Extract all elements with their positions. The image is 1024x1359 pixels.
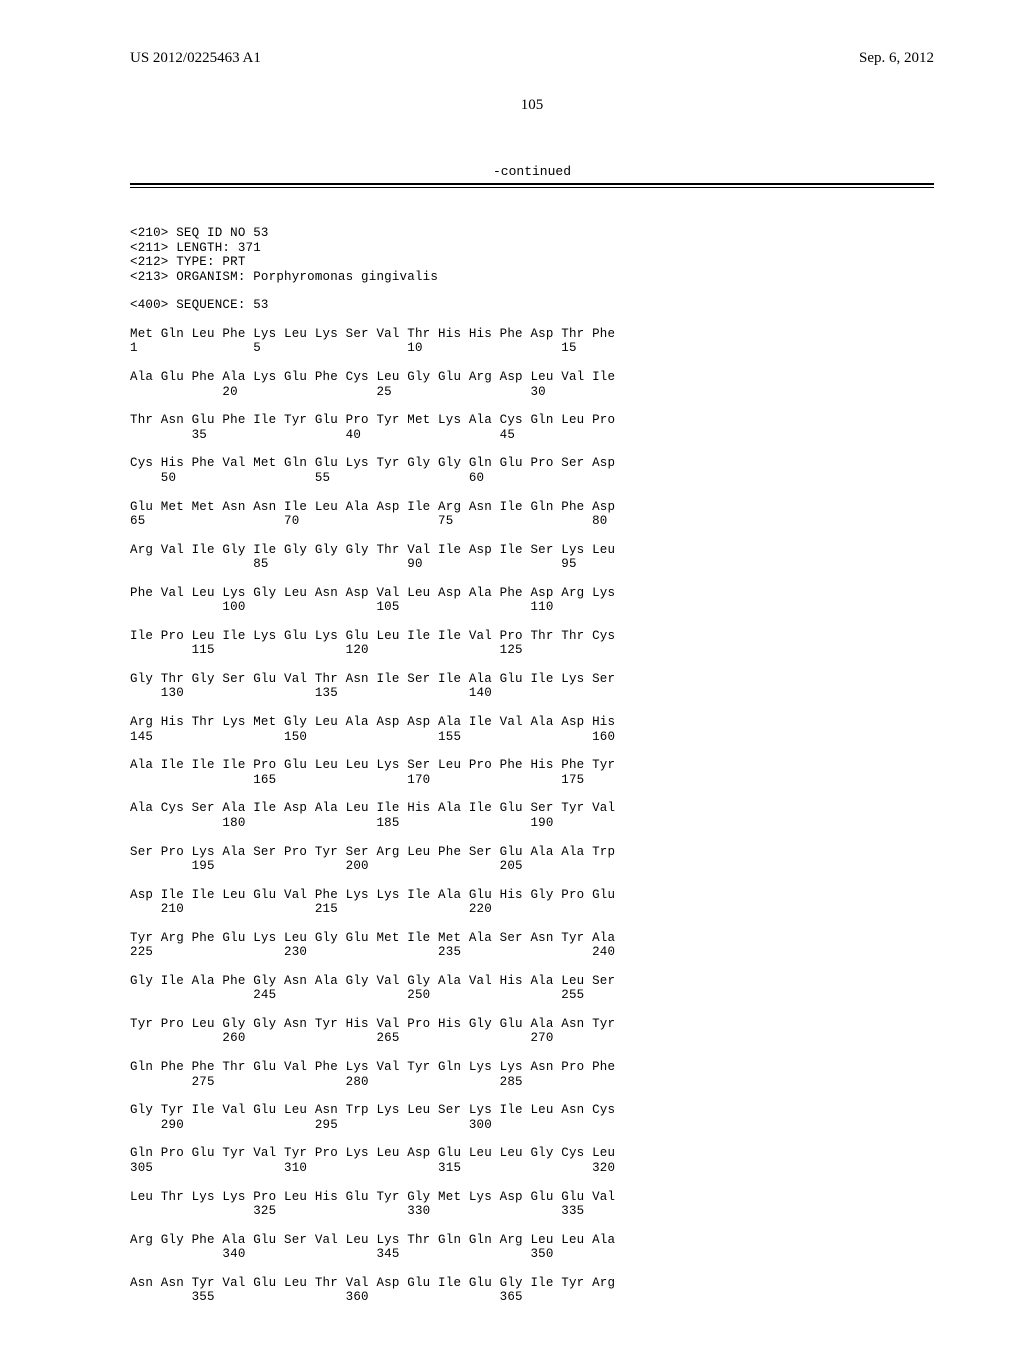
sequence-listing: <210> SEQ ID NO 53 <211> LENGTH: 371 <21… (130, 212, 934, 1319)
page-header: US 2012/0225463 A1 Sep. 6, 2012 (130, 50, 934, 67)
rule-thin (130, 187, 934, 188)
rule-thick (130, 183, 934, 185)
page-number: 105 (130, 97, 934, 114)
publication-date: Sep. 6, 2012 (859, 50, 934, 67)
publication-number: US 2012/0225463 A1 (130, 50, 261, 67)
page-container: US 2012/0225463 A1 Sep. 6, 2012 105 -con… (0, 0, 1024, 1359)
continued-label: -continued (130, 164, 934, 179)
